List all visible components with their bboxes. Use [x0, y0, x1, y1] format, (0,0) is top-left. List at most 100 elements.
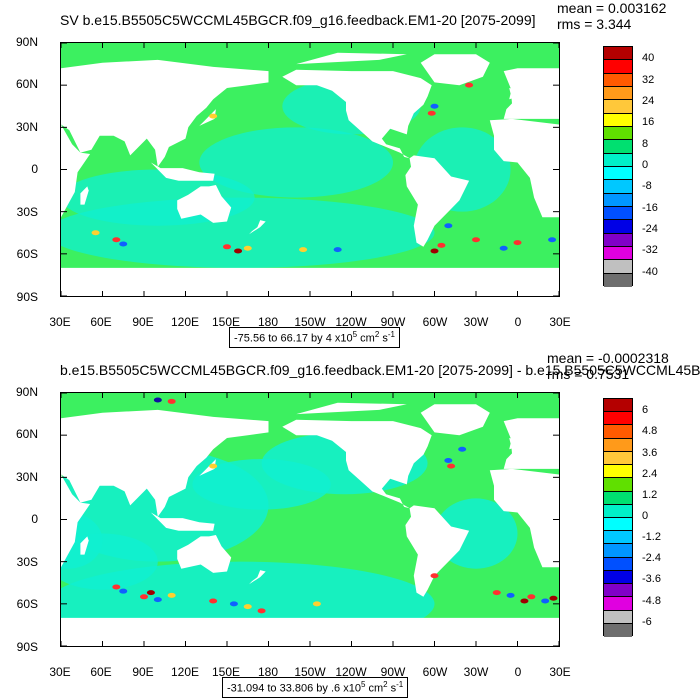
anomaly-spot [140, 594, 148, 600]
map-svg [61, 43, 559, 296]
colorbar-label: 6 [642, 404, 649, 417]
lon-label: 30E [549, 665, 571, 679]
land-antarctica [61, 617, 559, 646]
anomaly-spot [119, 588, 128, 594]
colorbar-label: 3.6 [642, 446, 658, 459]
lon-label: 150W [294, 665, 326, 679]
anomaly-spot [209, 113, 218, 119]
colorbar-label: 24 [642, 95, 655, 107]
colorbar-swatch [604, 100, 632, 114]
colorbar-swatch [604, 570, 632, 585]
colorbar-swatch [604, 557, 632, 571]
anomaly-spot [223, 244, 231, 250]
anomaly-spot [243, 604, 252, 610]
colorbar-label: 8 [642, 137, 649, 150]
lon-label: 180 [257, 315, 279, 329]
colorbar-swatch [604, 399, 632, 413]
land-africa [61, 124, 91, 218]
anomaly-spot [437, 242, 446, 248]
anomaly-spot [312, 601, 321, 607]
anomaly-spot [527, 594, 536, 600]
lat-label: 60N [15, 77, 38, 91]
lon-label: 0 [514, 315, 522, 329]
mean-value: mean = -0.0002318 [547, 350, 669, 366]
colorbar-label: 0 [642, 159, 649, 171]
anomaly-spot [209, 598, 218, 604]
land-australia [177, 535, 232, 573]
lon-label: 60E [90, 665, 112, 679]
colorbar-label: -3.6 [642, 573, 661, 586]
land-nz [249, 570, 266, 585]
land-eurasia [61, 409, 269, 517]
lat-label: 90N [15, 385, 38, 399]
anomaly-spot [548, 237, 557, 243]
land-australia [177, 185, 232, 223]
lat-label: 0 [31, 512, 38, 526]
colorbar-label: -32 [642, 244, 658, 257]
colorbar-swatch [604, 412, 632, 426]
land-uk [509, 438, 515, 450]
colorbar-swatch [604, 465, 632, 479]
lon-label: 30W [463, 665, 489, 679]
colorbar-swatch [604, 610, 632, 624]
lat-label: 30S [16, 555, 38, 569]
lat-label: 90N [15, 35, 38, 49]
colorbar-label: -1.2 [642, 531, 661, 544]
map-plot [60, 392, 560, 647]
colorbar-swatch [604, 206, 632, 221]
colorbar [603, 46, 633, 287]
stats-block: mean = 0.003162 rms = 3.344 [557, 0, 666, 32]
anomaly-spot [119, 241, 128, 247]
land-uk [509, 88, 515, 100]
lat-label: 60S [16, 247, 38, 261]
colorbar-label: 2.4 [642, 467, 658, 480]
plot-title: SV b.e15.B5505C5WCCML45BGCR.f09_g16.feed… [60, 12, 536, 28]
anomaly-spot [513, 240, 522, 246]
land-indonesia [150, 512, 215, 531]
colorbar-label: -16 [642, 201, 658, 214]
rms-value: rms = 0.7531 [547, 366, 630, 382]
colorbar-swatch [604, 478, 632, 492]
land-indonesia [150, 162, 215, 181]
colorbar-swatch [604, 425, 632, 439]
lon-label: 30E [49, 665, 71, 679]
anomaly-spot [112, 237, 121, 243]
anomaly-spot [167, 592, 176, 598]
land-greenland [420, 404, 490, 436]
colorbar-swatch [604, 47, 632, 61]
lat-label: 30N [15, 120, 38, 134]
panel-top: SV b.e15.B5505C5WCCML45BGCR.f09_g16.feed… [15, 0, 666, 348]
anomaly-spot [444, 457, 453, 463]
land-madagascar [80, 536, 89, 555]
colorbar-swatch [604, 517, 632, 532]
lon-label: 90E [132, 665, 154, 679]
colorbar-swatch [604, 623, 632, 637]
lon-label: 150E [211, 665, 241, 679]
anomaly-spot [209, 463, 218, 469]
anomaly-spot [520, 598, 529, 604]
lon-label: 60W [422, 665, 448, 679]
anomaly-spot [465, 82, 474, 88]
lat-label: 90S [16, 640, 38, 654]
colorbar [603, 398, 633, 637]
colorbar-swatch [604, 140, 632, 154]
map-plot [60, 42, 560, 297]
rms-value: rms = 3.344 [557, 16, 632, 32]
mean-value: mean = 0.003162 [557, 0, 667, 16]
lat-label: 0 [31, 162, 38, 176]
anomaly-spot [153, 597, 162, 603]
anomaly-spot [427, 110, 436, 116]
lon-label: 90W [380, 665, 406, 679]
colorbar-label: -4.8 [642, 594, 661, 607]
colorbar-swatch [604, 166, 632, 181]
lon-label: 30E [49, 315, 71, 329]
anomaly-spot [430, 103, 439, 109]
colorbar-swatch [604, 584, 632, 598]
anomaly-spot [506, 592, 515, 598]
panel-bottom: b.e15.B5505C5WCCML45BGCR.f09_g16.feedbac… [0, 350, 700, 700]
colorbar-swatch [604, 544, 632, 558]
contour-range-box: -31.094 to 33.806 by .6 x105 cm2 s-1 [222, 677, 409, 698]
colorbar-swatch [604, 193, 632, 207]
anomaly-spot [257, 608, 266, 614]
colorbar-swatch [604, 180, 632, 194]
